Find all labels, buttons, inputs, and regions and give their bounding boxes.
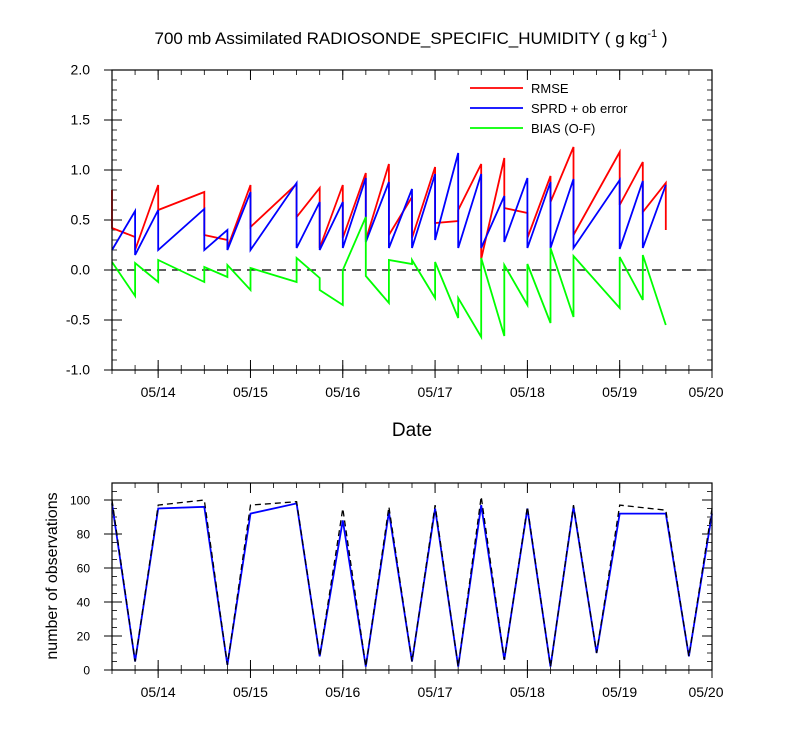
y-tick-label: 0 xyxy=(83,664,90,678)
bottom-plot-frame xyxy=(111,482,713,671)
chart-title-main: 700 mb Assimilated RADIOSONDE_SPECIFIC_H… xyxy=(155,29,648,48)
x-tick-label: 05/17 xyxy=(418,384,453,400)
y-tick-label: 80 xyxy=(77,528,91,542)
x-tick-label: 05/15 xyxy=(233,684,268,700)
bottom-series-lines xyxy=(111,496,713,667)
y-tick-label: 40 xyxy=(77,596,91,610)
x-tick-label: 05/16 xyxy=(325,384,360,400)
legend-label: SPRD + ob error xyxy=(531,101,628,116)
series-line-0 xyxy=(111,146,667,260)
y-axis-label: number of observations xyxy=(44,492,61,659)
bottom-y-tick-labels: 0 20 40 60 80 100 xyxy=(70,494,90,678)
chart-title: 700 mb Assimilated RADIOSONDE_SPECIFIC_H… xyxy=(155,28,668,48)
x-tick-label: 05/20 xyxy=(688,684,723,700)
x-tick-label: 05/15 xyxy=(233,384,268,400)
y-tick-label: -0.5 xyxy=(66,312,90,328)
x-tick-label: 05/14 xyxy=(141,684,176,700)
x-tick-label: 05/14 xyxy=(141,384,176,400)
x-tick-label: 05/16 xyxy=(325,684,360,700)
y-tick-label: 0.0 xyxy=(71,262,91,278)
y-tick-label: 1.0 xyxy=(71,162,91,178)
top-panel: 700 mb Assimilated RADIOSONDE_SPECIFIC_H… xyxy=(66,28,724,441)
legend-label: BIAS (O-F) xyxy=(531,121,595,136)
y-tick-label: 0.5 xyxy=(71,212,91,228)
y-tick-label: 1.5 xyxy=(71,112,91,128)
y-tick-label: 2.0 xyxy=(71,62,91,78)
y-tick-label: 60 xyxy=(77,562,91,576)
y-tick-label: 100 xyxy=(70,494,90,508)
bottom-axes-ticks xyxy=(104,482,713,678)
x-axis-label: Date xyxy=(392,420,432,441)
x-tick-label: 05/19 xyxy=(602,684,637,700)
chart-title-end: ) xyxy=(657,29,667,48)
x-tick-label: 05/20 xyxy=(688,384,723,400)
top-series-lines xyxy=(111,146,712,341)
legend: RMSE SPRD + ob error BIAS (O-F) xyxy=(470,81,628,136)
top-x-tick-labels: 05/14 05/15 05/16 05/17 05/18 05/19 05/20 xyxy=(141,384,724,400)
chart-title-superscript: -1 xyxy=(647,28,657,40)
top-plot-frame xyxy=(111,69,713,371)
top-axes-ticks xyxy=(104,69,713,378)
y-tick-label: 20 xyxy=(77,630,91,644)
top-y-tick-labels: -1.0 -0.5 0.0 0.5 1.0 1.5 2.0 xyxy=(66,62,90,378)
x-tick-label: 05/18 xyxy=(510,384,545,400)
x-tick-label: 05/17 xyxy=(418,684,453,700)
bottom-x-tick-labels: 05/14 05/15 05/16 05/17 05/18 05/19 05/20 xyxy=(141,684,724,700)
x-tick-label: 05/19 xyxy=(602,384,637,400)
y-tick-label: -1.0 xyxy=(66,362,90,378)
series-line-1 xyxy=(111,496,713,667)
series-line-1 xyxy=(111,152,667,256)
legend-label: RMSE xyxy=(531,81,569,96)
series-line-2 xyxy=(111,216,667,341)
series-line-0 xyxy=(111,502,713,667)
x-tick-label: 05/18 xyxy=(510,684,545,700)
